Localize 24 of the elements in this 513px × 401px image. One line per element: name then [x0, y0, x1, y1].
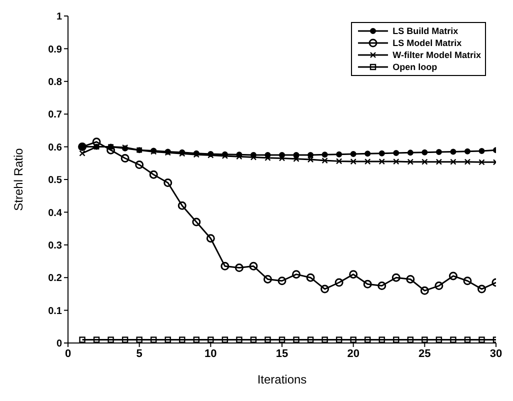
y-tick-label: 0.1: [48, 306, 62, 317]
x-tick-label: 5: [136, 348, 142, 360]
y-tick-label: 1: [56, 12, 62, 23]
x-tick-label: 20: [347, 348, 360, 360]
x-tick-label: 10: [204, 348, 217, 360]
y-tick-label: 0.7: [48, 110, 62, 121]
x-tick-label: 0: [64, 348, 72, 360]
legend-label: LS Model Matrix: [392, 37, 462, 49]
y-tick-label: 0.9: [48, 44, 62, 56]
x-tick-label: 25: [418, 348, 431, 360]
x-tick-label: 15: [276, 348, 288, 360]
y-tick-label: 0.4: [48, 208, 62, 219]
x-tick-label: 30: [490, 348, 502, 360]
legend-label: W-filter Model Matrix: [392, 49, 481, 61]
y-axis-title: Strehl Ratio: [11, 148, 26, 211]
y-tick-label: 0.2: [48, 273, 62, 284]
x-axis-title: Iterations: [257, 372, 307, 387]
legend-label: Open loop: [392, 61, 438, 73]
y-tick-label: 0.8: [48, 76, 62, 88]
y-tick-label: 0.5: [48, 175, 62, 186]
y-tick-label: 0: [56, 338, 62, 350]
legend-label: LS Build Matrix: [392, 25, 458, 37]
y-tick-label: 0.6: [48, 142, 62, 154]
y-tick-label: 0.3: [48, 240, 62, 252]
